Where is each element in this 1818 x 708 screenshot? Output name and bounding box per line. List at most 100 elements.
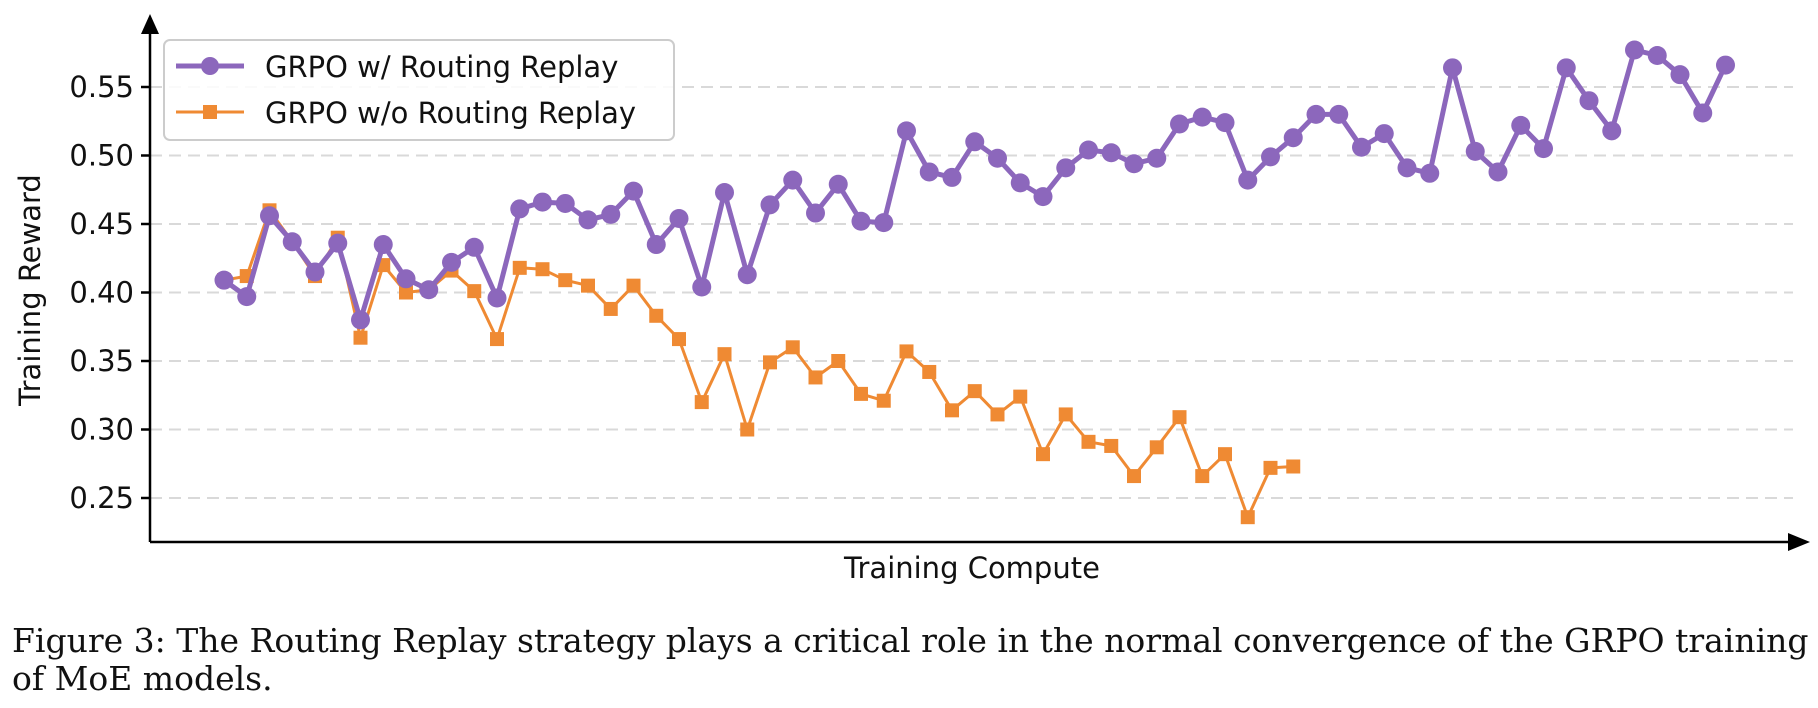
data-point: [808, 370, 823, 385]
data-point: [1172, 410, 1187, 425]
data-point: [1261, 147, 1280, 167]
data-point: [854, 386, 868, 401]
data-point: [763, 355, 777, 370]
data-point: [1104, 438, 1119, 453]
data-point: [899, 344, 914, 359]
data-point: [806, 203, 825, 223]
data-point: [1374, 124, 1394, 144]
data-point: [328, 233, 348, 253]
data-point: [1240, 510, 1255, 525]
data-point: [828, 174, 848, 194]
legend: GRPO w/ Routing Replay GRPO w/o Routing …: [163, 39, 675, 141]
y-tick-label: 0.25: [69, 481, 134, 515]
y-tick-label: 0.30: [69, 413, 134, 447]
y-tick-label: 0.50: [69, 139, 134, 173]
caption-line-1: Figure 3: The Routing Replay strategy pl…: [12, 621, 1809, 660]
data-point: [1079, 140, 1098, 160]
data-point: [1579, 91, 1599, 111]
data-point: [1215, 113, 1235, 133]
data-point: [305, 262, 325, 282]
data-point: [442, 252, 461, 272]
data-point: [487, 288, 507, 308]
data-point: [396, 269, 416, 289]
data-point: [649, 308, 664, 323]
legend-box: [163, 39, 675, 141]
data-point: [1101, 143, 1121, 163]
data-point: [555, 193, 575, 213]
data-point: [601, 204, 621, 224]
caption-line-2: of MoE models.: [12, 659, 273, 698]
data-point: [353, 330, 368, 345]
y-axis-label: Training Reward: [13, 174, 47, 407]
data-point: [1556, 58, 1576, 78]
data-point: [715, 182, 734, 202]
data-point: [1149, 440, 1164, 455]
y-tick-label: 0.55: [69, 70, 134, 104]
data-point: [1534, 139, 1553, 159]
data-point: [669, 209, 689, 229]
data-point: [1306, 104, 1326, 124]
data-point: [965, 132, 985, 152]
data-point: [1124, 154, 1144, 174]
data-point: [1081, 434, 1096, 449]
data-point: [694, 395, 709, 410]
data-point: [399, 285, 413, 300]
data-point: [737, 265, 757, 285]
data-point: [783, 170, 803, 190]
data-point: [1195, 469, 1210, 484]
data-point: [512, 260, 527, 275]
data-point: [535, 262, 550, 277]
y-tick-label: 0.35: [69, 344, 134, 378]
figure-caption: Figure 3: The Routing Replay strategy pl…: [12, 622, 1812, 698]
legend-marker-circle-icon: [201, 57, 219, 75]
data-point: [1670, 65, 1690, 85]
data-point: [1010, 173, 1030, 193]
data-point: [646, 235, 666, 255]
y-axis-arrow-icon: [141, 14, 159, 34]
data-point: [373, 235, 393, 255]
data-point: [942, 167, 962, 187]
y-tick-label: 0.45: [69, 207, 134, 241]
data-point: [1058, 407, 1073, 422]
data-point: [1465, 141, 1485, 161]
data-point: [990, 407, 1005, 422]
data-point: [464, 237, 484, 257]
x-axis-arrow-icon: [1788, 533, 1810, 551]
data-point: [1602, 121, 1622, 141]
data-point: [1397, 158, 1417, 178]
data-point: [1352, 137, 1371, 157]
series-lines: [214, 40, 1735, 525]
data-point: [1286, 459, 1301, 474]
data-point: [1036, 447, 1050, 462]
y-axis-ticks: 0.25 0.30 0.35 0.40 0.45 0.50 0.55: [69, 70, 150, 515]
y-tick-label: 0.40: [69, 276, 134, 310]
series-with-routing-replay: [214, 40, 1735, 330]
data-point: [1013, 389, 1028, 404]
data-point: [1147, 148, 1167, 168]
data-point: [1488, 162, 1508, 182]
data-point: [1218, 447, 1232, 462]
data-point: [740, 422, 755, 437]
data-point: [1420, 163, 1440, 183]
data-point: [988, 148, 1007, 168]
data-point: [897, 121, 916, 141]
data-point: [967, 384, 982, 399]
data-point: [1329, 104, 1349, 124]
data-point: [1511, 115, 1531, 135]
data-point: [1647, 45, 1667, 65]
data-point: [533, 192, 552, 212]
data-point: [282, 232, 302, 252]
data-point: [490, 332, 504, 347]
data-point: [874, 213, 894, 233]
data-point: [672, 332, 686, 347]
data-point: [876, 393, 891, 408]
data-point: [692, 277, 712, 297]
data-point: [214, 270, 234, 290]
data-point: [578, 210, 598, 230]
data-point: [1033, 187, 1053, 207]
data-point: [1625, 40, 1644, 60]
data-point: [581, 278, 595, 293]
data-point: [851, 211, 871, 231]
data-point: [510, 199, 530, 219]
data-point: [760, 195, 780, 215]
